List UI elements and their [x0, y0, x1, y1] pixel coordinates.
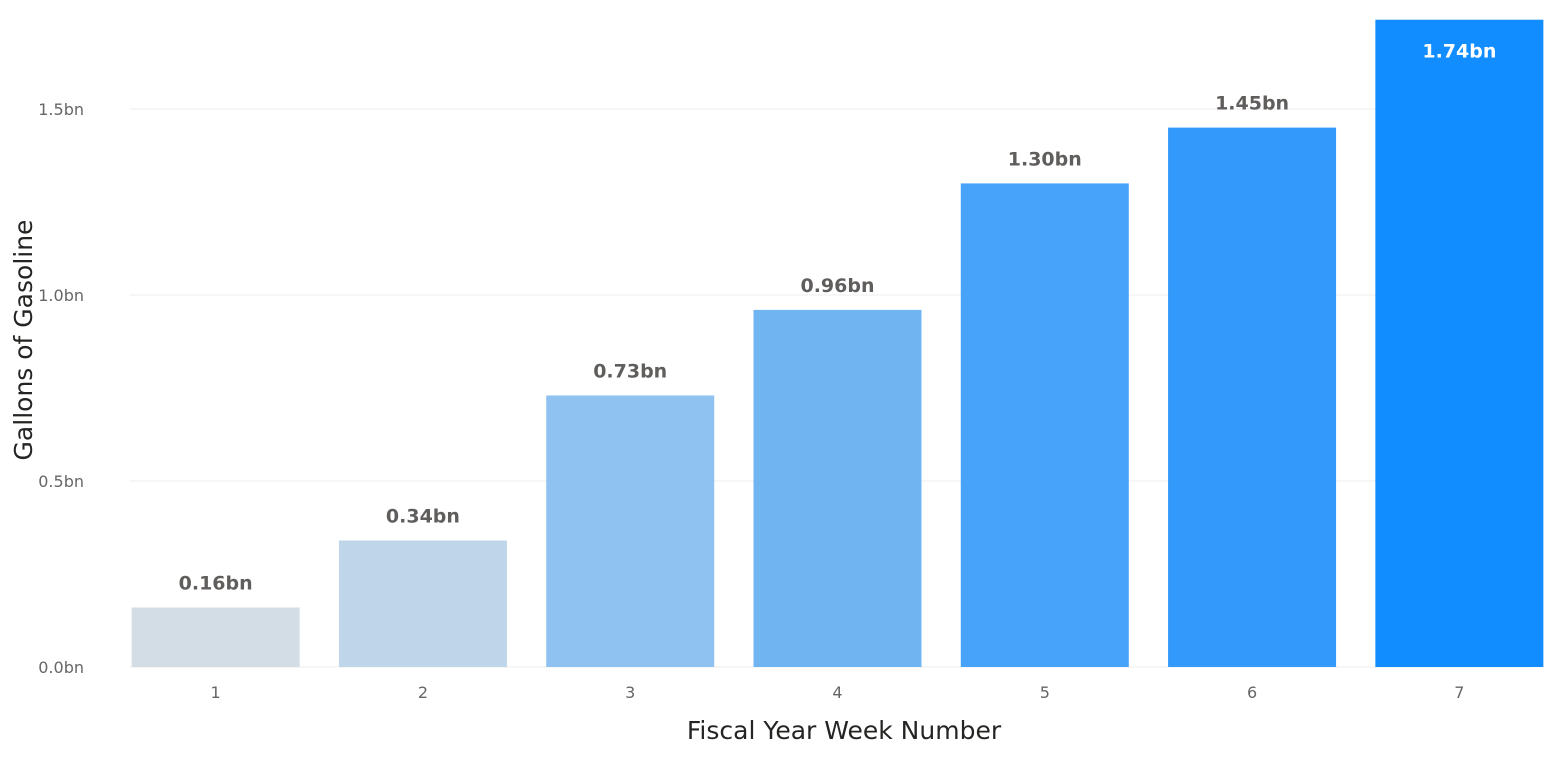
- x-axis-ticks: 1 2 3 4 5 6 7: [211, 683, 1465, 702]
- data-labels: 0.16bn 0.34bn 0.73bn 0.96bn 1.30bn 1.45bn 1.74…: [179, 41, 1497, 595]
- bar[interactable]: [1168, 127, 1337, 668]
- x-tick-label: 5: [1040, 683, 1050, 702]
- data-label: 0.16bn: [179, 572, 253, 594]
- x-tick-label: 2: [418, 683, 428, 702]
- bar[interactable]: [338, 540, 507, 667]
- bars: [131, 19, 1544, 668]
- bar[interactable]: [1375, 19, 1544, 668]
- x-tick-label: 6: [1247, 683, 1257, 702]
- data-label: 0.96bn: [800, 275, 874, 297]
- y-tick-label: 1.5bn: [38, 100, 84, 119]
- data-label: 1.45bn: [1215, 93, 1289, 115]
- y-tick-label: 0.0bn: [38, 658, 84, 677]
- y-tick-label: 0.5bn: [38, 472, 84, 491]
- data-label: 0.34bn: [386, 506, 460, 528]
- bar[interactable]: [131, 607, 300, 667]
- y-axis-title: Gallons of Gasoline: [9, 220, 38, 461]
- data-label: 1.30bn: [1008, 148, 1082, 170]
- x-tick-label: 3: [625, 683, 635, 702]
- bar[interactable]: [546, 395, 715, 667]
- x-tick-label: 1: [211, 683, 221, 702]
- y-axis-ticks: 0.0bn 0.5bn 1.0bn 1.5bn: [38, 100, 84, 677]
- bar[interactable]: [753, 309, 922, 667]
- x-tick-label: 4: [832, 683, 842, 702]
- y-tick-label: 1.0bn: [38, 286, 84, 305]
- x-axis-title: Fiscal Year Week Number: [687, 716, 1002, 745]
- data-label: 0.73bn: [593, 360, 667, 382]
- data-label: 1.74bn: [1422, 41, 1496, 63]
- x-tick-label: 7: [1454, 683, 1464, 702]
- bar[interactable]: [960, 183, 1129, 667]
